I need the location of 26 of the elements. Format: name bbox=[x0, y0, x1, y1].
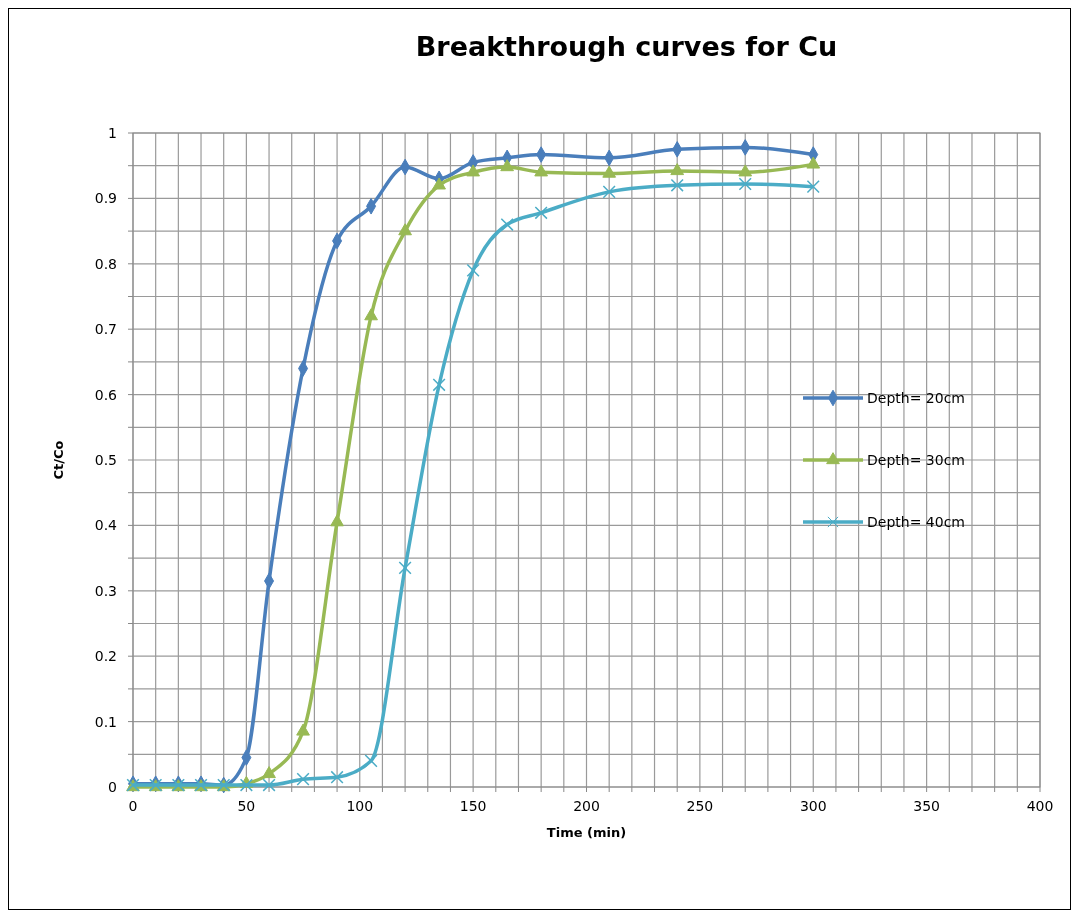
x-tick-label: 350 bbox=[913, 798, 940, 814]
x-tick-label: 100 bbox=[346, 798, 374, 814]
y-tick-label: 0.8 bbox=[94, 255, 117, 272]
chart-title: Breakthrough curves for Cu bbox=[415, 31, 838, 62]
y-tick-label: 0.3 bbox=[94, 582, 117, 599]
x-axis-title: Time (min) bbox=[546, 825, 627, 840]
legend-label: Depth= 20cm bbox=[867, 390, 965, 406]
x-tick-label: 50 bbox=[237, 798, 256, 814]
x-tick-label: 0 bbox=[128, 798, 138, 814]
x-tick-label: 400 bbox=[1026, 798, 1054, 814]
y-tick-label: 1 bbox=[108, 125, 117, 141]
y-tick-label: 0.2 bbox=[94, 648, 117, 665]
y-tick-label: 0 bbox=[108, 779, 117, 795]
y-tick-label: 0.6 bbox=[94, 386, 118, 403]
legend-label: Depth= 30cm bbox=[867, 452, 965, 468]
y-tick-label: 0.1 bbox=[94, 713, 117, 730]
x-tick-label: 250 bbox=[686, 798, 714, 814]
y-tick-label: 0.5 bbox=[94, 452, 117, 468]
y-tick-label: 0.4 bbox=[94, 517, 118, 534]
x-tick-label: 150 bbox=[459, 798, 487, 814]
x-tick-label: 300 bbox=[799, 798, 827, 814]
x-tick-label: 200 bbox=[573, 798, 600, 814]
y-tick-label: 0.7 bbox=[94, 321, 117, 338]
y-axis-title: Ct/Co bbox=[51, 440, 66, 480]
legend-label: Depth= 40cm bbox=[867, 514, 965, 530]
y-tick-label: 0.9 bbox=[94, 190, 117, 207]
